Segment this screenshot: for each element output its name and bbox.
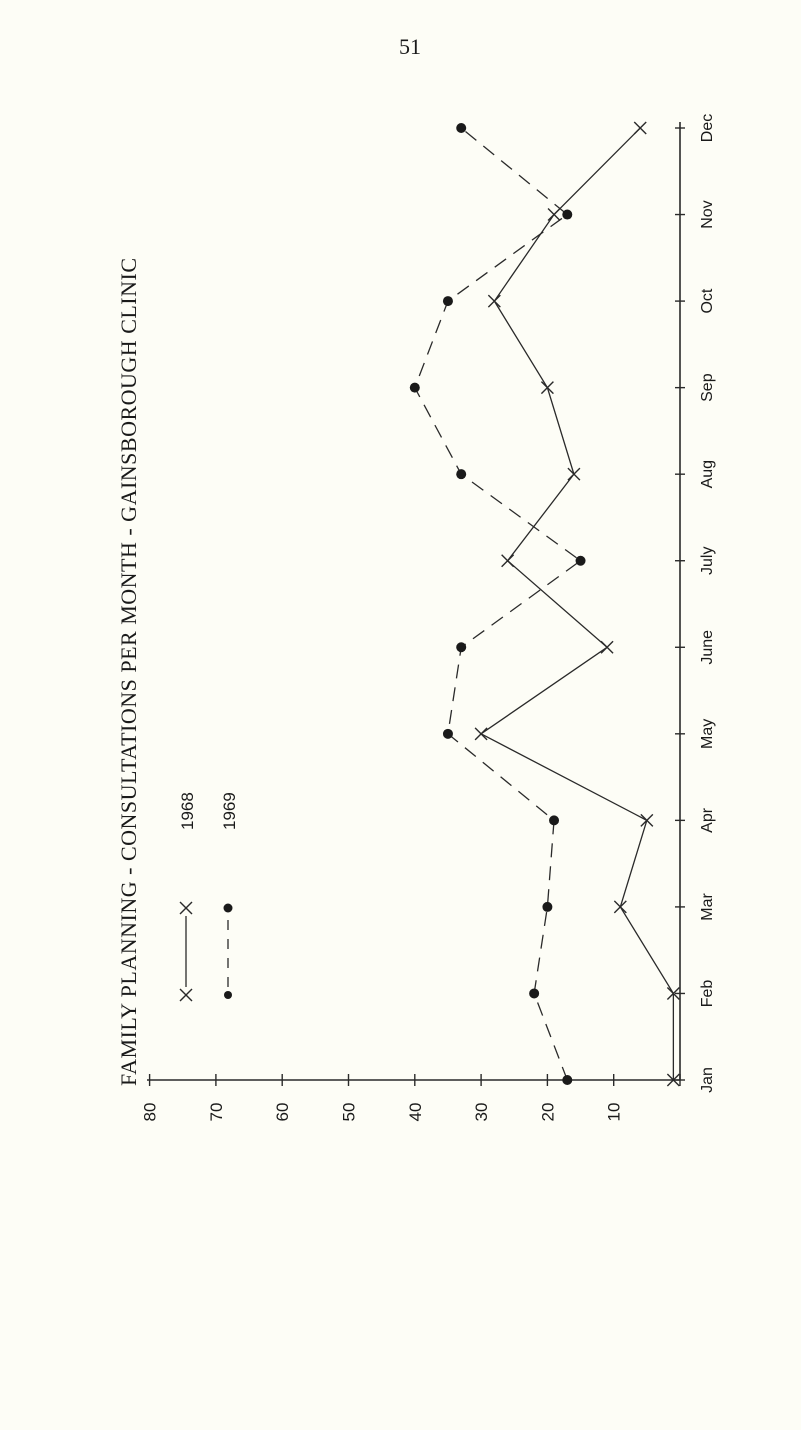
point-1968-feb	[666, 986, 680, 1000]
x-marker-stroke	[487, 294, 501, 308]
category-tick-label: July	[699, 547, 716, 575]
point-1968-mar	[613, 900, 627, 914]
point-1969-feb	[529, 988, 540, 999]
x-marker-stroke	[540, 381, 554, 395]
point-1969-oct	[442, 296, 453, 307]
point-1969-nov	[562, 209, 573, 220]
labels-layer: 10 20 30 40 50 60 70 80 Jan Feb Mar Apr May June July A…	[116, 114, 716, 1122]
x-marker-stroke	[666, 1073, 680, 1087]
value-tick-label: 60	[273, 1103, 292, 1122]
value-tick-label: 50	[340, 1103, 359, 1122]
legend-marker-1969	[224, 991, 232, 999]
x-marker-stroke	[179, 988, 193, 1002]
legend: 1968 1969	[178, 792, 239, 1002]
point-1969-apr	[549, 815, 560, 826]
category-tick-label: Aug	[699, 460, 716, 488]
point-1969-jan	[562, 1075, 573, 1085]
point-1969-sep	[409, 382, 420, 393]
series-layer	[409, 121, 680, 1087]
category-tick-label: Feb	[699, 980, 716, 1008]
category-tick-label: Dec	[699, 114, 716, 142]
category-tick-label: Jan	[699, 1067, 716, 1093]
point-1968-jan	[666, 1073, 680, 1087]
x-marker-stroke	[474, 727, 488, 741]
legend-label-1969: 1969	[220, 792, 239, 830]
category-tick-label: Mar	[699, 892, 716, 920]
category-tick-label: June	[699, 630, 716, 665]
legend-marker-1968	[179, 988, 193, 1002]
series-line-1968	[479, 127, 675, 1080]
point-1968-may	[474, 727, 488, 741]
point-1969-aug	[456, 469, 467, 480]
x-marker-stroke	[633, 121, 647, 135]
point-1968-sep	[540, 381, 554, 395]
x-marker-stroke	[179, 901, 193, 915]
x-marker-stroke	[640, 813, 654, 827]
value-tick-label: 10	[605, 1103, 624, 1122]
point-1969-dec	[456, 123, 467, 133]
legend-marker-1968	[179, 901, 193, 915]
legend-label-1968: 1968	[178, 792, 197, 830]
point-1968-oct	[487, 294, 501, 308]
value-tick-label: 20	[538, 1103, 557, 1122]
x-marker-stroke	[501, 554, 515, 568]
x-marker-stroke	[567, 467, 581, 481]
rotated-chart-group: 1968 1969 10 20 30 40 50 60 70 80 Jan Feb Mar Apr May…	[116, 114, 716, 1122]
axes-layer	[147, 122, 685, 1086]
point-1968-apr	[640, 813, 654, 827]
point-1968-june	[600, 640, 614, 654]
point-1968-aug	[567, 467, 581, 481]
x-marker-stroke	[600, 640, 614, 654]
category-tick-label: Sep	[699, 373, 716, 402]
chart-title: FAMILY PLANNING - CONSULTATIONS PER MONT…	[116, 257, 141, 1086]
value-tick-label: 80	[141, 1103, 160, 1122]
category-tick-label: May	[699, 719, 716, 749]
x-marker-stroke	[547, 208, 561, 222]
point-1969-june	[456, 642, 467, 653]
legend-marker-1969	[223, 903, 233, 913]
category-tick-label: Apr	[699, 807, 716, 833]
point-1969-mar	[542, 901, 553, 912]
point-1968-dec	[633, 121, 647, 135]
category-tick-label: Oct	[699, 288, 716, 313]
category-tick-label: Nov	[699, 200, 716, 228]
value-tick-label: 70	[207, 1103, 226, 1122]
value-tick-label: 30	[472, 1103, 491, 1122]
point-1969-july	[575, 555, 586, 566]
point-1969-may	[442, 728, 453, 739]
page-number: 51	[399, 34, 421, 59]
point-1968-july	[501, 554, 515, 568]
x-marker-stroke	[666, 986, 680, 1000]
point-1968-nov	[547, 208, 561, 222]
x-marker-stroke	[613, 900, 627, 914]
series-line-1969	[414, 127, 582, 1081]
value-tick-label: 40	[406, 1103, 425, 1122]
